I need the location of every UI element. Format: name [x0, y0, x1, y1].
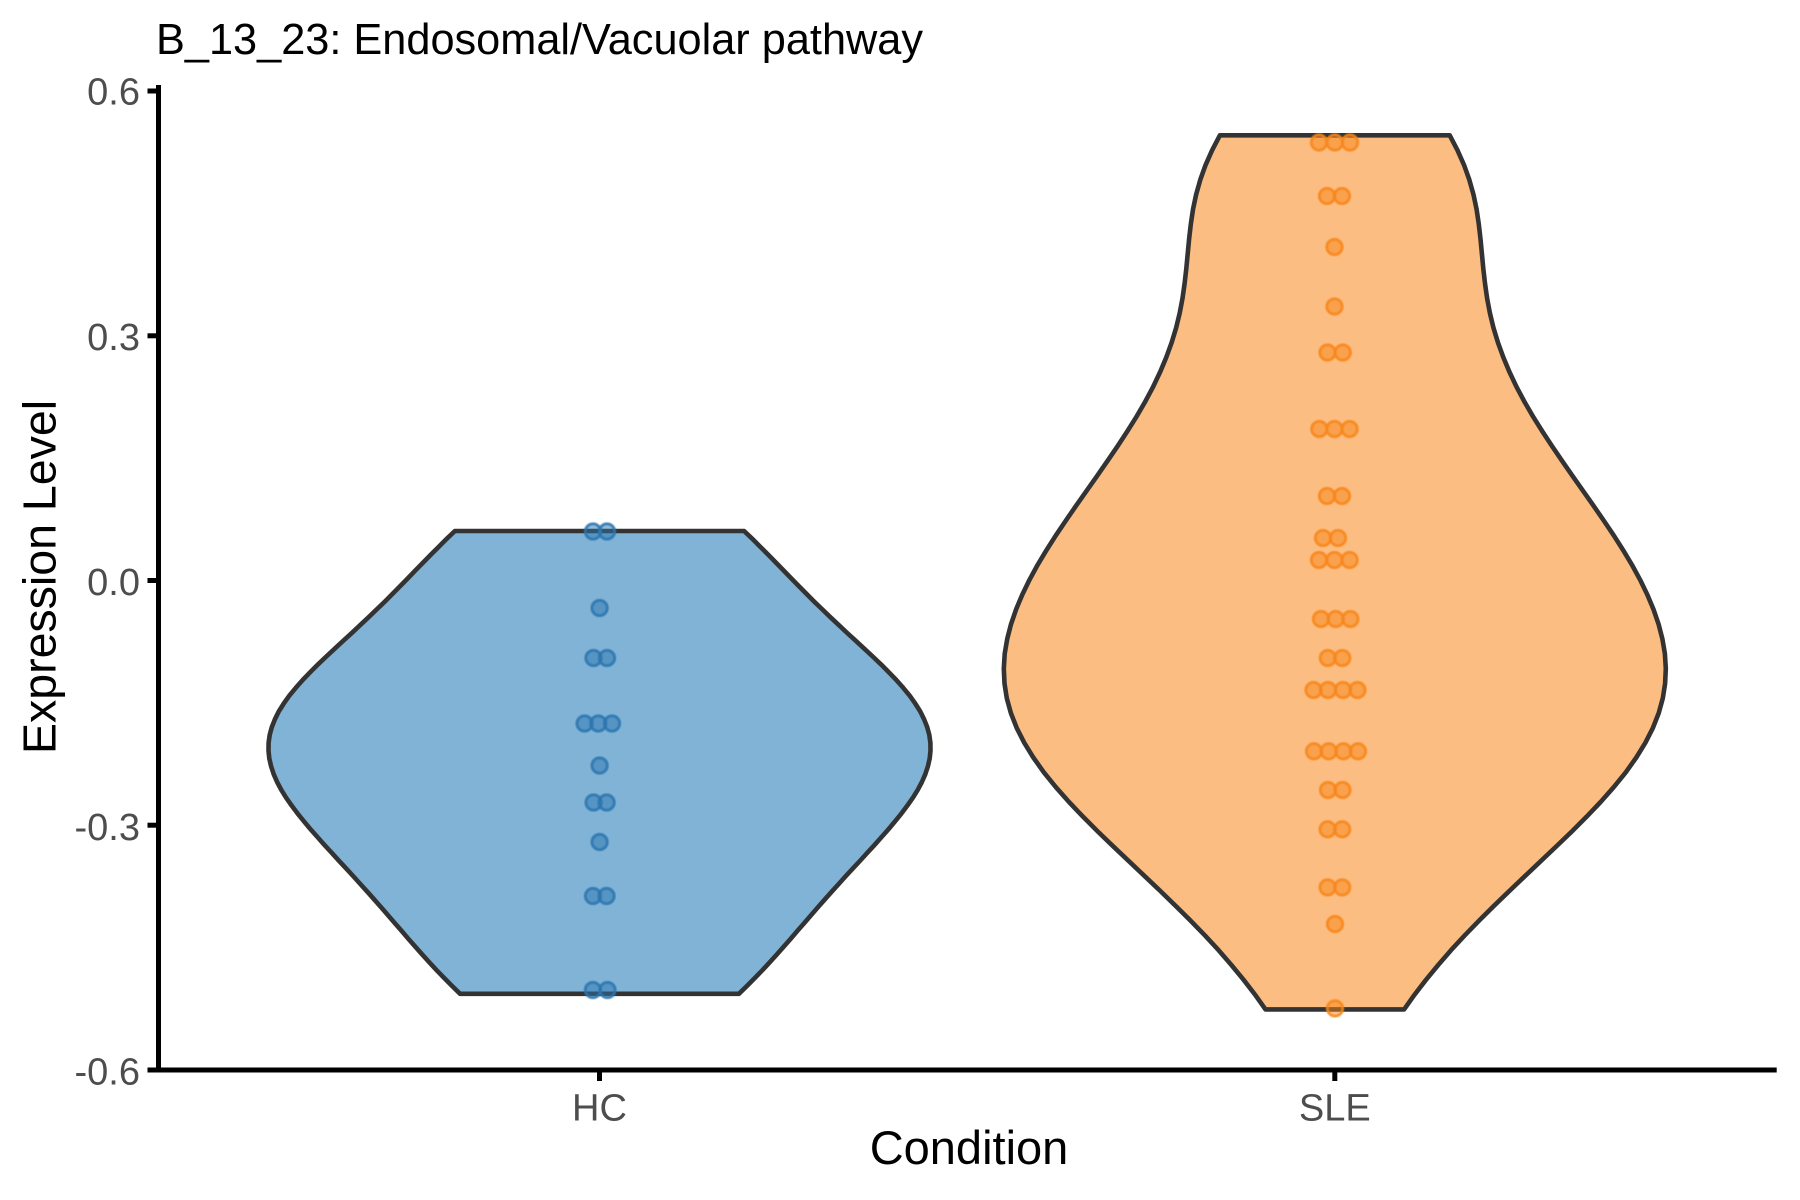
svg-text:0.6: 0.6 — [87, 72, 140, 114]
svg-text:0.3: 0.3 — [87, 317, 140, 359]
svg-text:HC: HC — [572, 1088, 627, 1130]
svg-text:Expression Level: Expression Level — [14, 400, 66, 754]
svg-text:SLE: SLE — [1299, 1088, 1371, 1130]
svg-text:-0.6: -0.6 — [75, 1052, 140, 1094]
svg-text:B_13_23: Endosomal/Vacuolar pa: B_13_23: Endosomal/Vacuolar pathway — [156, 16, 923, 64]
svg-text:-0.3: -0.3 — [75, 807, 140, 849]
svg-text:0.0: 0.0 — [87, 562, 140, 604]
svg-text:Condition: Condition — [870, 1121, 1069, 1174]
